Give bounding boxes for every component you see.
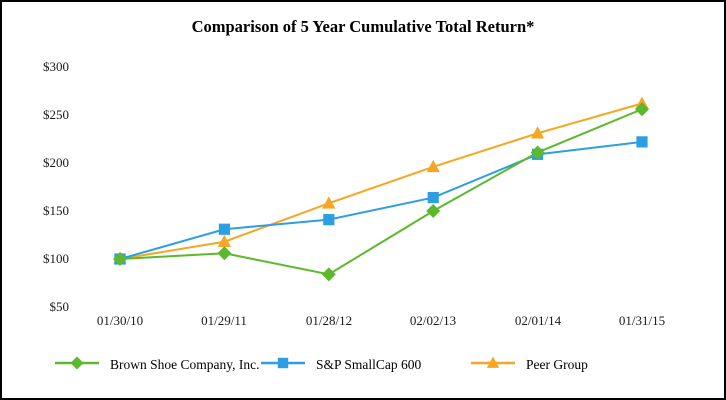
triangle-marker — [217, 234, 232, 247]
x-tick-2015: 01/31/15 — [618, 313, 666, 328]
diamond-marker — [217, 246, 232, 261]
y-tick-150: $150 — [43, 203, 69, 218]
legend-label-sp-smallcap: S&P SmallCap 600 — [316, 357, 422, 372]
y-tick-300: $300 — [43, 59, 69, 74]
x-tick-2014: 02/01/14 — [514, 313, 562, 328]
square-marker — [277, 357, 289, 368]
square-marker — [218, 223, 230, 235]
triangle-marker — [486, 356, 500, 368]
legend-label-brown-shoe: Brown Shoe Company, Inc. — [110, 357, 260, 372]
legend-swatch-svg — [261, 357, 305, 368]
square-marker — [636, 136, 648, 148]
y-tick-100: $100 — [43, 251, 69, 266]
diamond-marker — [113, 252, 127, 266]
y-tick-250: $250 — [43, 107, 69, 122]
triangle-marker — [530, 126, 545, 139]
diamond-marker — [426, 204, 441, 218]
diamond-marker — [321, 267, 336, 282]
x-tick-2012: 01/28/12 — [305, 313, 353, 328]
x-tick-2010: 01/30/10 — [96, 313, 144, 328]
legend-swatch-1 — [260, 355, 306, 376]
x-tick-2011: 01/29/11 — [201, 313, 247, 328]
y-tick-50: $50 — [49, 299, 70, 314]
diamond-marker — [635, 102, 649, 117]
square-marker — [323, 214, 335, 226]
series-line-1 — [119, 140, 643, 260]
legend-swatch-svg — [55, 356, 99, 369]
legend-swatch-2 — [470, 355, 516, 376]
triangle-marker — [322, 196, 336, 209]
diamond-marker — [530, 145, 545, 160]
y-tick-200: $200 — [43, 155, 69, 170]
legend-label-peer-group: Peer Group — [526, 357, 588, 372]
series-line-2 — [119, 102, 643, 260]
legend-item-brown-shoe: Brown Shoe Company, Inc. — [54, 354, 259, 376]
triangle-marker — [426, 159, 440, 173]
legend-swatch-svg — [471, 356, 515, 368]
legend-item-peer-group: Peer Group — [470, 354, 588, 376]
square-marker — [427, 191, 439, 204]
x-tick-2013: 02/02/13 — [409, 313, 457, 328]
legend-item-sp-smallcap: S&P SmallCap 600 — [260, 354, 421, 376]
series-line-0 — [119, 108, 643, 276]
legend-swatch-0 — [54, 355, 100, 376]
chart-title: Comparison of 5 Year Cumulative Total Re… — [191, 17, 535, 36]
diamond-marker — [70, 356, 84, 369]
